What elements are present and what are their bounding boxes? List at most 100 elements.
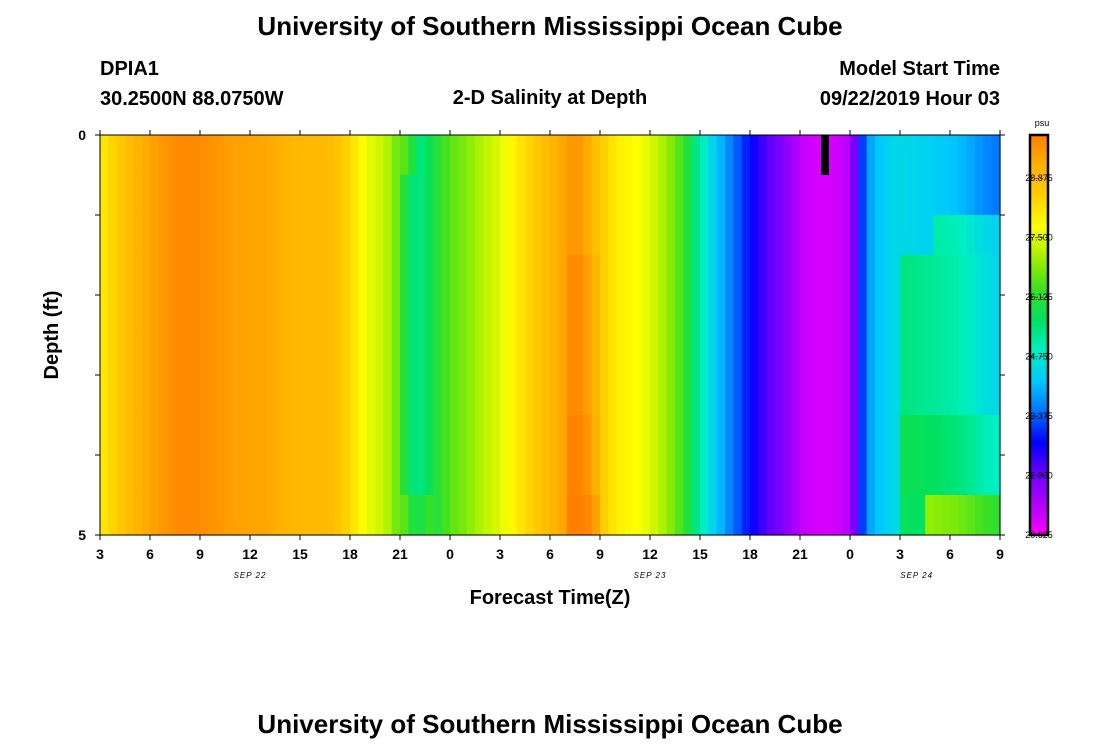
heatmap-cell — [683, 135, 693, 176]
heatmap-cell — [583, 415, 593, 496]
colorbar-ticks: 28.875 27.500 26.125 24.750 23.375 22.000 20.6… — [1025, 173, 1053, 540]
heatmap-cell — [200, 415, 209, 496]
heatmap-cell — [816, 495, 826, 536]
heatmap-cell — [133, 255, 143, 336]
heatmap-cell — [350, 135, 359, 176]
heatmap-cell — [350, 495, 359, 536]
heatmap-cell — [650, 175, 659, 216]
heatmap-cell — [733, 335, 743, 416]
heatmap-cell — [641, 415, 651, 496]
heatmap-cell — [658, 335, 668, 416]
heatmap-cell — [883, 415, 893, 496]
heatmap-cell — [816, 415, 826, 496]
heatmap-cell — [508, 335, 518, 416]
heatmap-cell — [925, 415, 934, 496]
heatmap-cell — [166, 135, 176, 176]
heatmap-cell — [958, 335, 968, 416]
heatmap-cell — [650, 135, 659, 176]
heatmap-cell — [641, 215, 651, 256]
heatmap-cell — [366, 335, 376, 416]
heatmap-cell — [966, 255, 976, 336]
heatmap-cell — [941, 135, 951, 176]
heatmap-cell — [150, 415, 159, 496]
heatmap-cell — [225, 175, 234, 216]
heatmap-cell — [608, 255, 618, 336]
heatmap-cell — [250, 495, 259, 536]
heatmap-cell — [900, 215, 909, 256]
heatmap-cell — [991, 135, 1001, 176]
heatmap-cell — [241, 215, 251, 256]
heatmap-cell — [666, 135, 676, 176]
heatmap-cell — [675, 255, 684, 336]
x-tick-label: 21 — [792, 546, 808, 562]
heatmap-cell — [916, 495, 926, 536]
heatmap-cell — [241, 415, 251, 496]
heatmap-cell — [325, 495, 334, 536]
heatmap-cell — [225, 135, 234, 176]
chart-subtitle: 2-D Salinity at Depth — [453, 87, 647, 109]
heatmap-cell — [950, 495, 959, 536]
heatmap-cell — [433, 255, 443, 336]
heatmap-cell — [800, 135, 809, 176]
heatmap-cell — [691, 415, 701, 496]
heatmap-cell — [866, 415, 876, 496]
heatmap-cell — [716, 175, 726, 216]
heatmap-cell — [975, 255, 984, 336]
heatmap-cell — [625, 135, 634, 176]
heatmap-cell — [716, 415, 726, 496]
heatmap-cell — [625, 495, 634, 536]
heatmap-cell — [166, 495, 176, 536]
heatmap-cell — [216, 335, 226, 416]
heatmap-cell — [683, 215, 693, 256]
heatmap-cell — [341, 415, 351, 496]
model-start-time: 09/22/2019 Hour 03 — [820, 88, 1000, 110]
heatmap-cell — [275, 135, 284, 176]
heatmap-cell — [416, 495, 426, 536]
heatmap-cell — [675, 415, 684, 496]
heatmap-cell — [150, 335, 159, 416]
heatmap-cell — [633, 255, 643, 336]
heatmap-cell — [233, 175, 243, 216]
heatmap-cell — [675, 495, 684, 536]
heatmap-cell — [508, 175, 518, 216]
model-start-label: Model Start Time — [839, 58, 1000, 80]
heatmap-cell — [241, 135, 251, 176]
heatmap-cell — [808, 255, 818, 336]
x-tick-label: 9 — [596, 546, 604, 562]
heatmap-cell — [891, 255, 901, 336]
heatmap-cell — [283, 415, 293, 496]
heatmap-cell — [858, 175, 868, 216]
heatmap-cell — [558, 255, 568, 336]
heatmap-cell — [900, 255, 909, 336]
heatmap-cell — [616, 175, 626, 216]
heatmap-cell — [791, 495, 801, 536]
heatmap-cell — [716, 215, 726, 256]
heatmap-cell — [250, 135, 259, 176]
heatmap-cell — [175, 415, 184, 496]
heatmap-cell — [400, 495, 409, 536]
x-tick-label: 15 — [292, 546, 308, 562]
heatmap-cell — [575, 255, 584, 336]
heatmap-cell — [683, 175, 693, 216]
heatmap-cell — [700, 495, 709, 536]
heatmap-cell — [366, 135, 376, 176]
heatmap-cell — [658, 215, 668, 256]
heatmap-cell — [641, 135, 651, 176]
heatmap-cell — [158, 335, 168, 416]
heatmap-cell — [208, 135, 218, 176]
heatmap-cell — [733, 175, 743, 216]
heatmap-cell — [633, 415, 643, 496]
heatmap-cell — [916, 135, 926, 176]
heatmap-cell — [233, 215, 243, 256]
heatmap-cell — [475, 495, 484, 536]
y-axis-ticks: 05 — [78, 127, 1005, 543]
heatmap-cell — [891, 335, 901, 416]
heatmap-cell — [816, 175, 826, 216]
heatmap-cell — [508, 135, 518, 176]
heatmap-cell — [108, 175, 118, 216]
heatmap-cell — [525, 135, 534, 176]
heatmap-cell — [883, 175, 893, 216]
heatmap-cell — [291, 255, 301, 336]
heatmap-cell — [208, 255, 218, 336]
heatmap-cell — [975, 175, 984, 216]
